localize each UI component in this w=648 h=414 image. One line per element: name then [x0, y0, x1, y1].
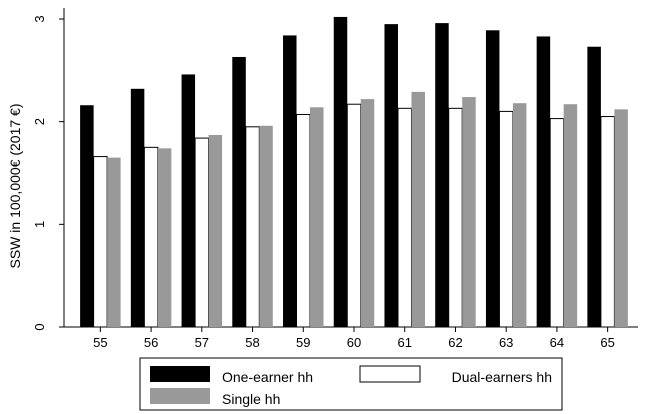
bar: [563, 104, 578, 327]
y-tick-label: 1: [32, 221, 47, 228]
bar: [194, 137, 210, 328]
x-tick-label: 64: [550, 335, 564, 350]
legend-label: Dual-earners hh: [452, 369, 552, 385]
x-tick-label: 63: [499, 335, 513, 350]
bar: [296, 113, 311, 328]
x-tick-label: 59: [296, 335, 310, 350]
x-tick-label: 62: [448, 335, 462, 350]
legend: One-earner hh Dual-earners hh Single hh: [139, 357, 563, 411]
x-tick-label: 55: [93, 335, 107, 350]
bar: [600, 116, 615, 328]
bar: [259, 125, 273, 327]
legend-swatch: [150, 366, 210, 382]
legend-label: Single hh: [222, 391, 280, 407]
x-tick-label: 56: [144, 335, 158, 350]
bar: [208, 135, 223, 327]
bar: [80, 105, 94, 328]
bar: [614, 109, 628, 327]
bar: [107, 157, 121, 327]
y-axis-label: SSW in 100,000€ (2017 €): [7, 104, 23, 269]
x-tick-label: 61: [397, 335, 411, 350]
bar: [157, 148, 172, 327]
bar: [245, 126, 260, 328]
bar: [549, 118, 565, 328]
bar: [462, 97, 476, 327]
bar: [310, 107, 324, 327]
bar: [498, 110, 514, 328]
y-axis: 0 1 2 3: [32, 8, 65, 331]
x-tick-label: 57: [195, 335, 209, 350]
bar: [360, 99, 375, 327]
legend-box: [139, 357, 563, 411]
x-tick-label: 65: [600, 335, 614, 350]
bar: [435, 23, 449, 328]
bar: [536, 36, 551, 327]
bar: [346, 103, 362, 328]
bar: [397, 107, 412, 328]
bar: [448, 107, 463, 328]
bar: [232, 56, 246, 328]
bar: [384, 24, 398, 328]
bar: [512, 103, 527, 327]
bars: [80, 16, 628, 328]
y-tick-label: 0: [32, 323, 47, 330]
bar: [485, 30, 500, 327]
bar: [143, 146, 159, 328]
bar: [181, 74, 196, 327]
y-tick-label: 3: [32, 15, 47, 22]
legend-swatch: [359, 365, 421, 383]
bar: [333, 16, 348, 328]
y-tick-label: 2: [32, 118, 47, 125]
bar: [130, 88, 145, 328]
x-tick-label: 58: [245, 335, 259, 350]
x-axis: 55 56 57 58 59 60 61 62 63 64 65: [64, 326, 638, 350]
bar: [587, 46, 601, 327]
bar: [93, 156, 108, 328]
x-tick-label: 60: [347, 335, 361, 350]
bar: [283, 35, 297, 327]
bar: [411, 91, 425, 327]
legend-label: One-earner hh: [222, 369, 313, 385]
legend-swatch: [150, 388, 210, 404]
